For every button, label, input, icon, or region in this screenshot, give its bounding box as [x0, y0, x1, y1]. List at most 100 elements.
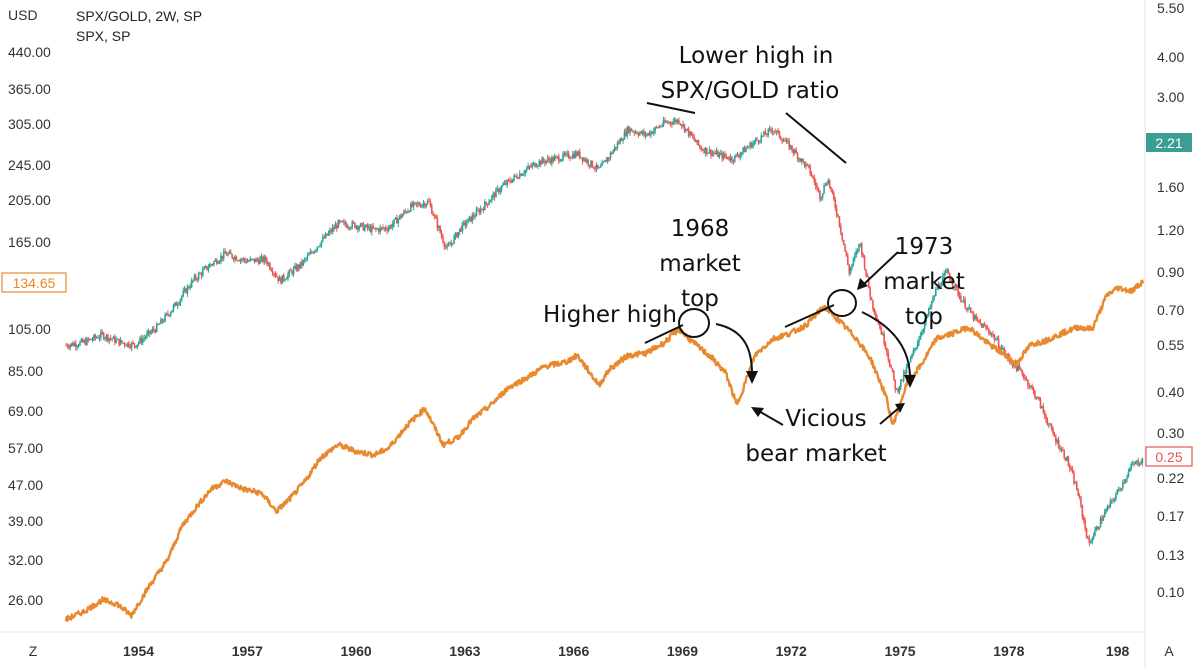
ratio-candle-body [1063, 450, 1066, 458]
ratio-candle-body [1020, 368, 1022, 371]
ratio-candle-body [947, 269, 950, 275]
ratio-candle-body [400, 215, 402, 218]
ratio-candle-body [363, 226, 366, 231]
ratio-candle-body [761, 135, 764, 137]
ratio-candle-body [559, 160, 562, 162]
ratio-candle-body [1085, 528, 1088, 538]
ratio-candle-body [291, 271, 293, 275]
ratio-candle-body [732, 160, 735, 162]
ratio-candle-body [73, 343, 76, 346]
ratio-candle-body [1123, 481, 1126, 483]
x-tick-label: 1975 [884, 643, 915, 659]
ratio-candle-body [220, 255, 222, 262]
ratio-candle-body [245, 260, 247, 263]
ratio-candle-body [940, 285, 943, 287]
ratio-candle-body [685, 128, 687, 131]
ratio-candle-body [1127, 471, 1130, 477]
ratio-candle-body [700, 147, 703, 150]
left-tick-label: 105.00 [8, 321, 51, 337]
x-tick-label: 1966 [558, 643, 589, 659]
ratio-candle-body [1109, 500, 1112, 508]
left-price-axis[interactable]: 440.00 365.00 305.00 245.00 205.00 165.00 105.… [8, 44, 51, 608]
legend-spx[interactable]: SPX, SP [76, 28, 130, 44]
ratio-candle-body [1066, 456, 1068, 461]
ratio-candle-body [432, 213, 434, 216]
ratio-candle-body [1050, 424, 1053, 429]
ratio-candle-body [733, 155, 736, 162]
ratio-candle-body [1041, 406, 1043, 409]
ratio-candle-body [154, 330, 157, 332]
ratio-candle-body [1056, 439, 1059, 443]
ratio-candle-body [796, 153, 799, 160]
ratio-candle-body [262, 256, 264, 262]
ratio-candle-body [417, 203, 419, 205]
ratio-candle-body [102, 333, 105, 339]
ratio-candle-body [439, 226, 441, 233]
ratio-candle-body [601, 162, 603, 166]
ratio-candle-body [911, 354, 913, 358]
annotation-lower-high-2: SPX/GOLD ratio [661, 78, 840, 104]
ratio-candle-body [798, 158, 800, 160]
log-scale-toggle[interactable]: Z [29, 643, 38, 659]
ratio-candle-body [1098, 527, 1100, 530]
ratio-candle-body [712, 152, 715, 154]
ratio-candle-body [1039, 399, 1042, 409]
x-tick-label: 1960 [341, 643, 372, 659]
arrow-vicious-left [756, 409, 784, 426]
ratio-candle-body [500, 185, 503, 190]
ratio-candle-body [650, 131, 652, 136]
ratio-candle-body [558, 156, 560, 162]
ratio-candle-body [830, 187, 832, 190]
ratio-candle-body [175, 302, 178, 306]
ratio-candle-body [768, 128, 771, 130]
ratio-candle-body [503, 182, 506, 185]
ratio-candle-body [405, 211, 408, 213]
ratio-candle-body [775, 130, 778, 133]
ratio-candle-body [707, 152, 710, 154]
ratio-candle-body [160, 319, 162, 324]
ratio-candle-body [504, 182, 507, 185]
ratio-candle-body [91, 339, 94, 341]
ratio-candle-body [80, 339, 83, 342]
ratio-candle-body [109, 338, 112, 339]
ratio-candle-body [893, 371, 895, 380]
ratio-candle-body [221, 255, 224, 259]
right-tick-label: 0.90 [1157, 264, 1184, 280]
ratio-candle-body [979, 322, 982, 324]
ratio-candle-body [358, 227, 360, 230]
ratio-candle-body [429, 201, 432, 206]
auto-scale-toggle[interactable]: A [1164, 643, 1174, 659]
annotation-vicious-line1: Vicious [785, 406, 866, 432]
ratio-candle-body [532, 162, 535, 165]
ratio-candle-body [516, 176, 518, 179]
ratio-candle-body [661, 125, 663, 127]
ratio-candle-body [229, 251, 232, 255]
ratio-candle-body [774, 131, 777, 133]
ratio-candle-body [105, 334, 108, 339]
ratio-candle-body [464, 222, 467, 226]
ratio-candle-body [837, 214, 839, 217]
ratio-candle-body [424, 203, 426, 207]
ratio-candle-body [590, 160, 592, 166]
ratio-candle-body [948, 274, 951, 280]
ratio-candle-body [594, 168, 596, 170]
ratio-candle-body [567, 152, 570, 158]
ratio-candle-body [611, 152, 613, 154]
ratio-candle-body [898, 387, 901, 392]
legend-spx-gold[interactable]: SPX/GOLD, 2W, SP [76, 8, 202, 24]
x-tick-label: 1978 [993, 643, 1024, 659]
ratio-candle-body [1094, 530, 1096, 536]
time-axis[interactable]: 1954 1957 1960 1963 1966 1969 1972 1975 1978 198 [0, 0, 1146, 669]
left-tick-label: 205.00 [8, 192, 51, 208]
right-ratio-axis[interactable]: 5.50 4.00 3.00 1.60 1.20 0.90 0.70 0.55 0.40 0.30… [1157, 0, 1184, 600]
ratio-candle-body [1074, 482, 1077, 484]
ratio-candle-body [162, 321, 165, 322]
ratio-candle-body [386, 229, 388, 231]
ratio-candle-body [926, 314, 929, 317]
ratio-candle-body [729, 156, 732, 160]
ratio-candle-body [986, 328, 989, 330]
ratio-candle-body [865, 269, 867, 275]
ratio-candle-body [397, 218, 400, 224]
ratio-candle-body [625, 131, 627, 136]
ratio-candle-body [658, 126, 661, 128]
